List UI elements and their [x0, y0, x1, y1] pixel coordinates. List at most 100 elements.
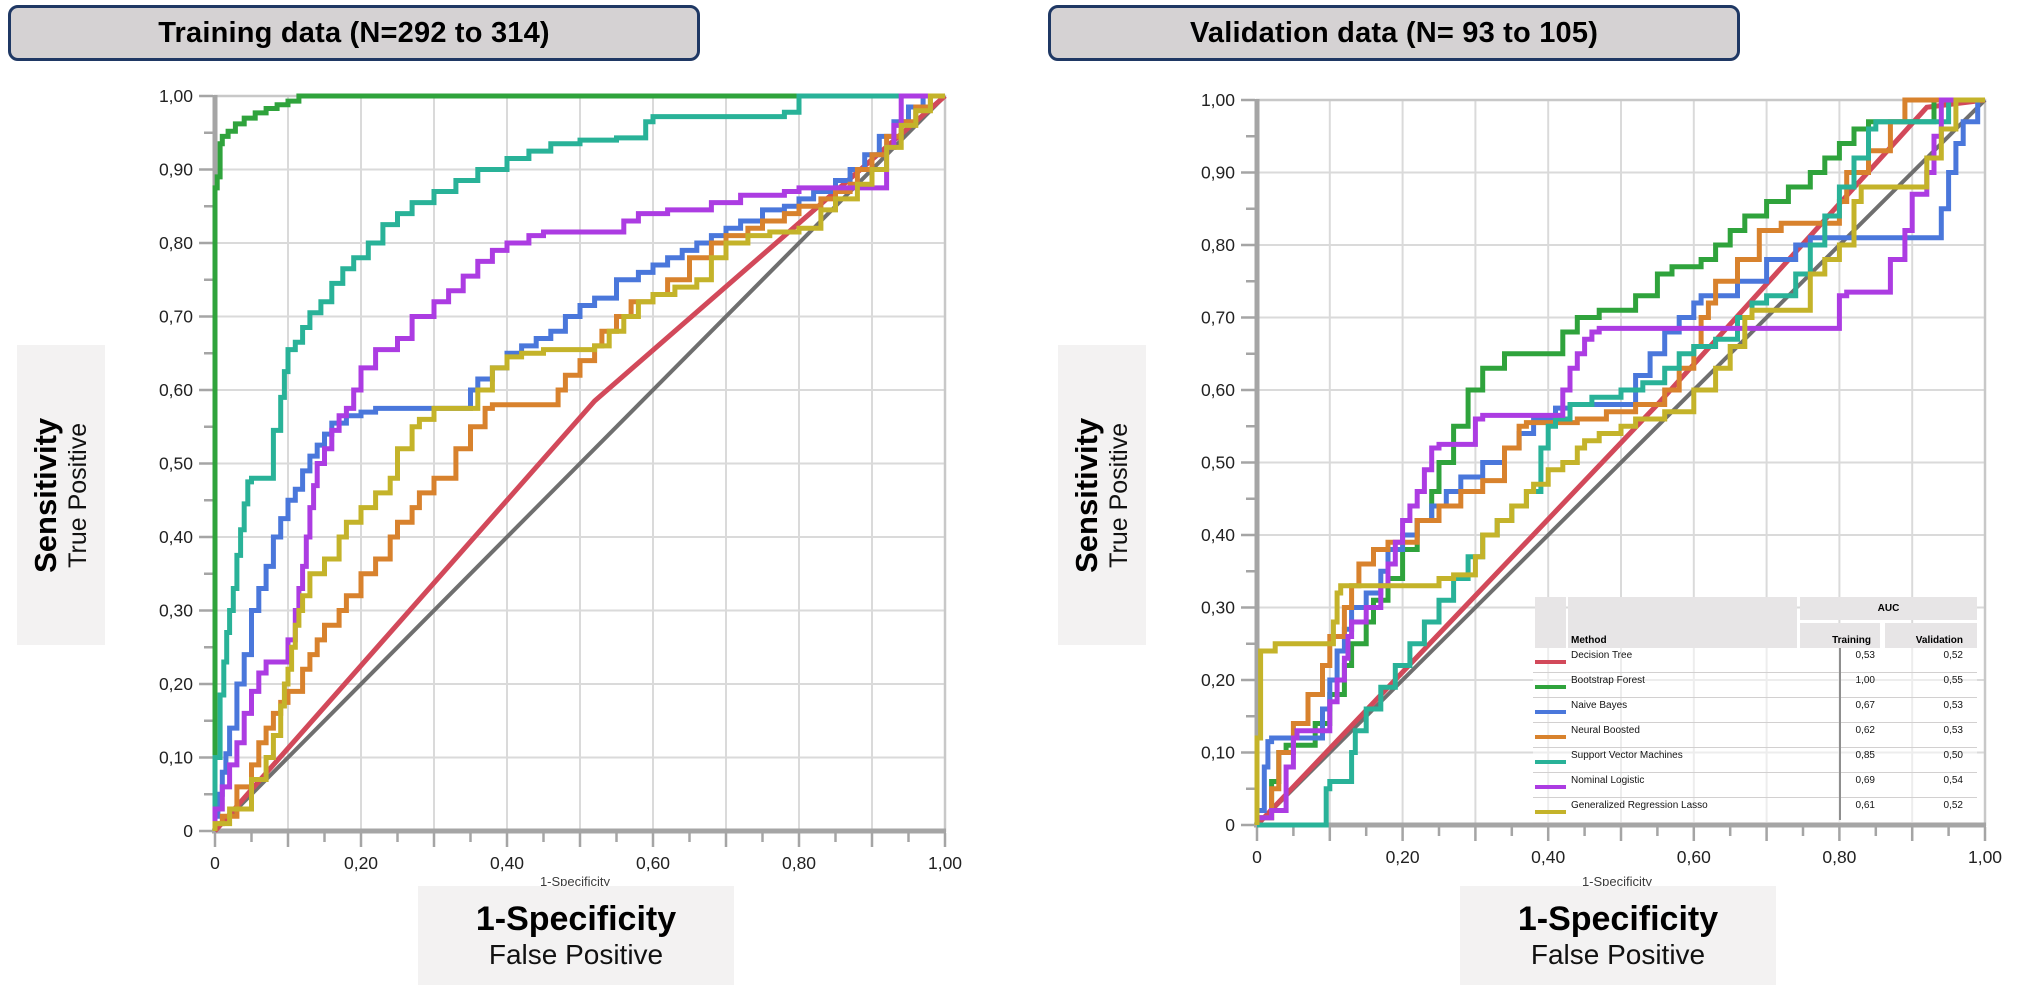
svg-text:1,00: 1,00: [1968, 847, 2002, 867]
svg-text:0,10: 0,10: [1201, 743, 1235, 763]
svg-text:0,60: 0,60: [159, 380, 193, 400]
svg-text:0: 0: [183, 821, 193, 841]
legend-swatch-header-cell: [1535, 597, 1566, 648]
svg-text:0,60: 0,60: [1201, 380, 1235, 400]
validation-ticks: [1241, 98, 1987, 841]
legend-method-name: Neural Boosted: [1571, 725, 1640, 736]
training-x-tick-labels: 0 0,20 0,40 0,60 0,80 1,00: [210, 853, 962, 873]
legend-method-name: Nominal Logistic: [1571, 775, 1645, 786]
svg-text:0,20: 0,20: [159, 674, 193, 694]
training-roc-curve-support-vector-machines: [212, 93, 945, 831]
svg-text:0,70: 0,70: [1201, 308, 1235, 328]
x-axis-label-main: 1-Specificity: [1517, 899, 1719, 938]
naive-bayes-color-swatch: [1535, 710, 1566, 714]
training-roc-curve-bootstrap-forest: [212, 93, 945, 831]
svg-text:1,00: 1,00: [159, 86, 193, 106]
svg-text:0,40: 0,40: [1201, 525, 1235, 545]
legend-training-header-label: Training: [1832, 635, 1871, 646]
neural-boosted-color-swatch: [1535, 735, 1566, 739]
validation-roc-curve-generalized-regression-lasso: [1254, 97, 1985, 825]
legend-validation-header-label: Validation: [1915, 635, 1963, 646]
svg-text:0: 0: [1252, 847, 1262, 867]
y-axis-label-sub: True Positive: [1105, 422, 1134, 568]
legend-row-support-vector-machines: Support Vector Machines 0,85 0,50: [1533, 748, 1977, 773]
validation-roc-curve-support-vector-machines: [1257, 97, 1985, 828]
bootstrap-forest-color-swatch: [1535, 685, 1566, 689]
legend-row-naive-bayes: Naive Bayes 0,67 0,53: [1533, 698, 1977, 723]
svg-text:0,30: 0,30: [1201, 598, 1235, 618]
legend-validation-auc: 0,54: [1943, 775, 1963, 786]
nominal-logistic-color-swatch: [1535, 785, 1566, 789]
svg-text:0,70: 0,70: [159, 307, 193, 327]
svg-text:0,80: 0,80: [782, 853, 816, 873]
validation-axes: [1254, 99, 1986, 828]
legend-training-header: Training: [1800, 623, 1880, 648]
legend-training-auc: 0,69: [1855, 775, 1875, 786]
support-vector-machines-color-swatch: [1535, 760, 1566, 764]
training-ticks: [199, 94, 947, 847]
generalized-regression-lasso-color-swatch: [1535, 810, 1566, 814]
x-axis-title-artifact-training: 1-Specificity: [539, 874, 611, 889]
legend-row-nominal-logistic: Nominal Logistic 0,69 0,54: [1533, 773, 1977, 798]
legend-validation-auc: 0,50: [1943, 750, 1963, 761]
legend-training-auc: 1,00: [1855, 675, 1875, 686]
svg-text:0,40: 0,40: [490, 853, 524, 873]
legend-row-bootstrap-forest: Bootstrap Forest 1,00 0,55: [1533, 673, 1977, 698]
legend-method-header-label: Method: [1571, 635, 1607, 646]
x-axis-label-main: 1-Specificity: [475, 899, 677, 938]
legend-validation-auc: 0,53: [1943, 725, 1963, 736]
legend-auc-header: AUC: [1800, 597, 1977, 620]
svg-text:0,60: 0,60: [1677, 847, 1711, 867]
svg-text:1,00: 1,00: [1201, 90, 1235, 110]
svg-text:0,40: 0,40: [159, 527, 193, 547]
legend-validation-auc: 0,53: [1943, 700, 1963, 711]
legend-method-name: Generalized Regression Lasso: [1571, 800, 1708, 811]
legend-method-name: Bootstrap Forest: [1571, 675, 1645, 686]
svg-text:0,50: 0,50: [159, 454, 193, 474]
x-axis-label-sub: False Positive: [488, 938, 664, 970]
svg-text:0,20: 0,20: [1201, 670, 1235, 690]
x-axis-label-training: 1-Specificity False Positive: [418, 886, 734, 985]
svg-text:0,50: 0,50: [1201, 453, 1235, 473]
legend-rows: Decision Tree 0,53 0,52 Bootstrap Forest 1,0…: [1533, 648, 1977, 823]
training-panel-title: Training data (N=292 to 314): [8, 5, 700, 61]
training-roc-curve-neural-boosted: [212, 93, 945, 831]
svg-text:0: 0: [210, 853, 220, 873]
svg-text:0,30: 0,30: [159, 601, 193, 621]
legend-validation-auc: 0,52: [1943, 800, 1963, 811]
legend-training-auc: 0,61: [1855, 800, 1875, 811]
y-axis-label-main: Sensitivity: [28, 417, 64, 573]
legend-training-auc: 0,67: [1855, 700, 1875, 711]
legend-validation-auc: 0,55: [1943, 675, 1963, 686]
legend-method-name: Support Vector Machines: [1571, 750, 1683, 761]
y-axis-label-main: Sensitivity: [1069, 417, 1105, 573]
legend-method-header: Method: [1568, 597, 1797, 648]
svg-text:0,90: 0,90: [1201, 163, 1235, 183]
legend-training-auc: 0,85: [1855, 750, 1875, 761]
legend-validation-auc: 0,52: [1943, 650, 1963, 661]
svg-text:0,80: 0,80: [1201, 235, 1235, 255]
legend-row-neural-boosted: Neural Boosted 0,62 0,53: [1533, 723, 1977, 748]
auc-legend-table: Method AUC Training Validation Decision …: [1533, 597, 1977, 823]
y-axis-label-validation: Sensitivity True Positive: [1058, 345, 1146, 645]
svg-text:0,40: 0,40: [1531, 847, 1565, 867]
x-axis-label-sub: False Positive: [1530, 938, 1706, 970]
y-axis-label-sub: True Positive: [64, 422, 93, 568]
validation-roc-curve-neural-boosted: [1254, 97, 1985, 825]
legend-row-generalized-regression-lasso: Generalized Regression Lasso 0,61 0,52: [1533, 798, 1977, 823]
legend-row-decision-tree: Decision Tree 0,53 0,52: [1533, 648, 1977, 673]
legend-training-auc: 0,62: [1855, 725, 1875, 736]
legend-method-name: Decision Tree: [1571, 650, 1633, 661]
training-y-tick-labels: 0 0,10 0,20 0,30 0,40 0,50 0,60 0,70 0,80 0,90 1,0…: [159, 86, 193, 841]
svg-text:0,90: 0,90: [159, 160, 193, 180]
legend-column-divider: [1839, 648, 1841, 820]
svg-text:0,20: 0,20: [1386, 847, 1420, 867]
x-axis-title-artifact-validation: 1-Specificity: [1581, 874, 1653, 889]
y-axis-label-training: Sensitivity True Positive: [17, 345, 105, 645]
decision-tree-color-swatch: [1535, 660, 1566, 664]
validation-x-tick-labels: 0 0,20 0,40 0,60 0,80 1,00: [1252, 847, 2002, 867]
svg-text:0,80: 0,80: [1822, 847, 1856, 867]
x-axis-label-validation: 1-Specificity False Positive: [1460, 886, 1776, 985]
